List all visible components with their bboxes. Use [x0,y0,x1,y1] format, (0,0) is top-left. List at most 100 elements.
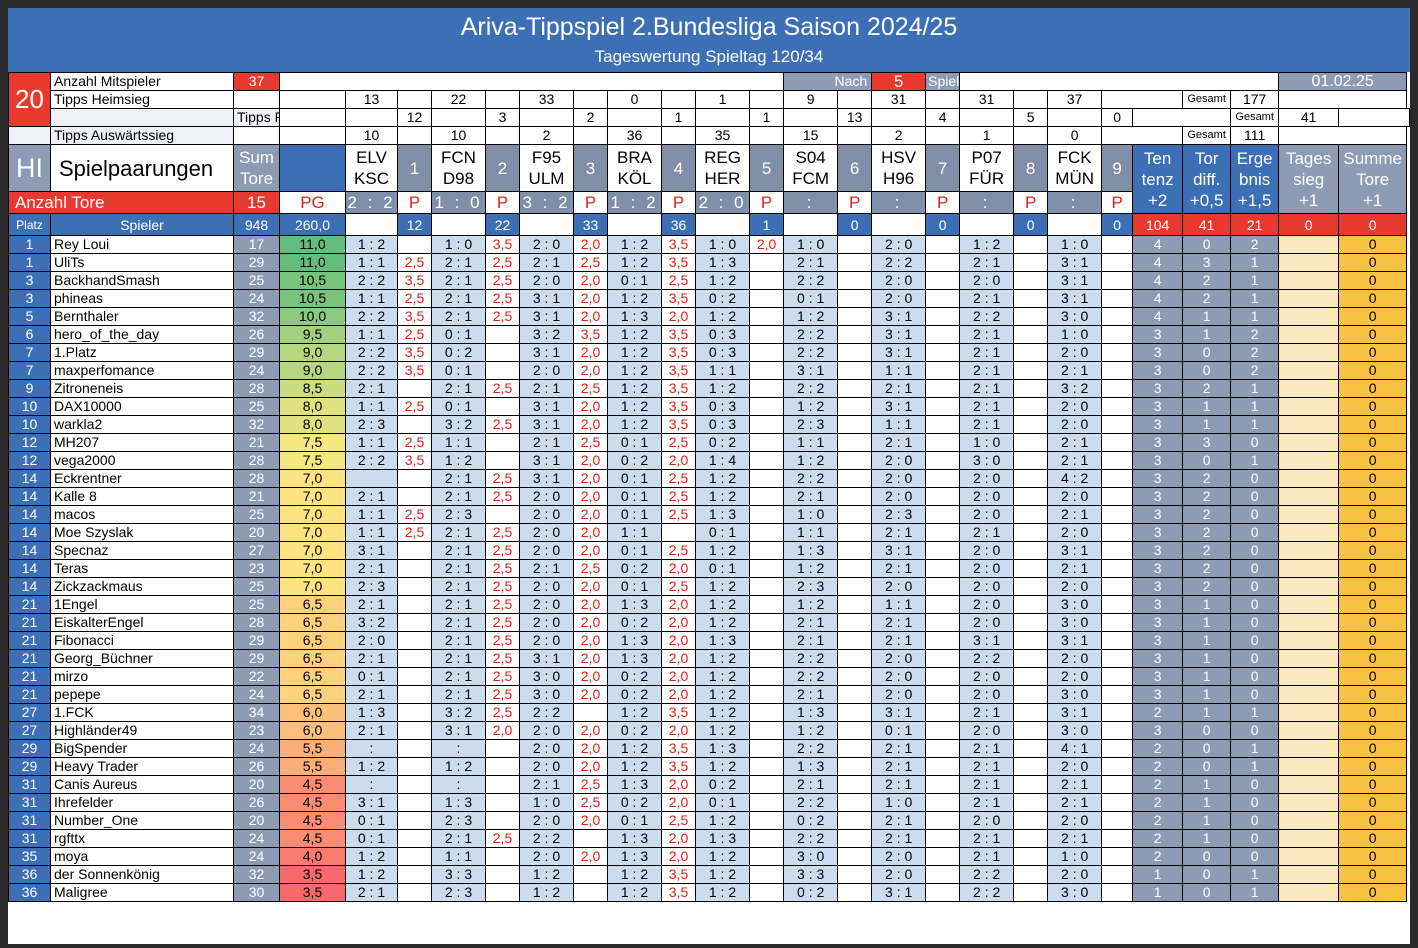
match-away: D98 [442,169,475,188]
match-header: BRA KÖL [607,144,662,192]
player-tip: 2 : 0 [1047,487,1103,506]
player-points [485,361,520,380]
player-rank: 14 [8,523,51,542]
p-label: P [837,191,873,214]
player-tip: 3 : 2 [431,703,486,722]
player-rank: 31 [8,775,51,794]
player-summe: 0 [1338,703,1408,722]
tips-gap [485,126,520,145]
player-pg: 6,5 [279,685,346,704]
player-tendenz: 3 [1132,721,1184,740]
player-summe: 0 [1338,793,1408,812]
player-rank: 10 [8,415,51,434]
player-tip: 3 : 1 [519,343,574,362]
player-pg: 10,5 [279,289,346,308]
player-points: 2,0 [573,847,608,866]
player-tip: 1 : 2 [607,703,662,722]
player-tip: 2 : 1 [431,685,486,704]
player-tagessieg [1278,775,1340,794]
player-points [748,307,785,326]
player-summe: 0 [1338,667,1408,686]
player-tip: 1 : 2 [695,487,750,506]
tips-blank [233,90,280,109]
player-tip: 3 : 1 [1047,703,1103,722]
player-points [1013,775,1049,794]
player-tagessieg [1278,793,1340,812]
tips-value: 9 [783,90,839,109]
player-tip: 1 : 0 [695,235,750,254]
player-tip: 1 : 2 [695,757,750,776]
player-tip: 3 : 1 [345,793,398,812]
match-away: ULM [528,169,565,188]
player-points [748,811,785,830]
player-tip: 2 : 0 [519,739,574,758]
player-points [1101,433,1134,452]
p-label: P [485,191,520,214]
player-tip: 2 : 0 [959,271,1015,290]
player-points [1013,451,1049,470]
gesamt-label: Gesamt [1182,126,1232,145]
player-tip: 1 : 2 [607,235,662,254]
player-rank: 7 [8,361,51,380]
tips-blank [345,108,398,127]
player-points [1013,847,1049,866]
tips-value: 37 [1047,90,1103,109]
player-tip: 0 : 2 [431,343,486,362]
player-tip: 3 : 1 [1047,253,1103,272]
player-tip: 1 : 0 [1047,235,1103,254]
player-sum-tore: 28 [233,469,280,488]
player-tip: 2 : 0 [519,595,574,614]
player-ergebnis: 1 [1230,271,1280,290]
player-rank: 29 [8,757,51,776]
player-tip: 1 : 0 [431,235,486,254]
player-tip: 1 : 3 [431,793,486,812]
player-sum-tore: 32 [233,307,280,326]
tendenz-l1: Ten [1143,148,1172,168]
ergebnis-total: 21 [1230,213,1280,236]
player-tip: 2 : 0 [1047,865,1103,884]
player-sum-tore: 29 [233,253,280,272]
player-summe: 0 [1338,577,1408,596]
player-tip: 2 : 0 [871,847,927,866]
player-points [1101,847,1134,866]
player-tip: 0 : 1 [607,469,662,488]
player-tip: 2 : 2 [783,649,839,668]
player-points [1101,595,1134,614]
player-name: Canis Aureus [50,775,234,794]
player-pg: 4,0 [279,847,346,866]
player-rank: 14 [8,505,51,524]
tips-gap [431,108,486,127]
player-points: 3,5 [397,451,432,470]
player-tip: 0 : 2 [607,613,662,632]
player-pg: 9,0 [279,343,346,362]
player-tendenz: 3 [1132,505,1184,524]
player-points: 2,5 [397,325,432,344]
player-tagessieg [1278,865,1340,884]
player-tip: 1 : 4 [695,451,750,470]
player-points [1101,505,1134,524]
match-header: S04 FCM [783,144,839,192]
date: 01.02.25 [1278,72,1408,91]
match-total: 0 [837,213,873,236]
player-tip: 2 : 1 [519,775,574,794]
player-points [925,595,961,614]
summe-l1: Summe [1343,148,1402,168]
player-points: 3,5 [661,289,696,308]
player-tip: 1 : 3 [607,631,662,650]
player-points: 2,5 [485,415,520,434]
player-rank: 9 [8,379,51,398]
player-points: 2,5 [573,379,608,398]
player-points [397,685,432,704]
player-points [573,865,608,884]
player-tip: 1 : 2 [607,289,662,308]
player-row: 5 Bernthaler 32 10,0 2 : 2 3,5 2 : 1 2,5 3 : 1 2,… [8,307,1410,326]
player-tip: 2 : 1 [959,829,1015,848]
player-tip: 1 : 2 [695,613,750,632]
player-points [1101,325,1134,344]
player-points [485,883,520,902]
player-tordiff: 2 [1182,487,1232,506]
player-tip: 2 : 1 [431,667,486,686]
